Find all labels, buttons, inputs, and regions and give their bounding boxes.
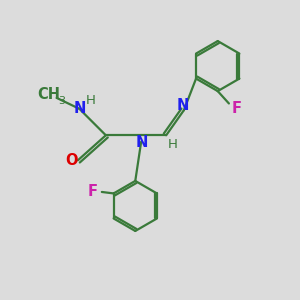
Text: O: O bbox=[66, 153, 78, 168]
Text: H: H bbox=[85, 94, 95, 107]
Text: N: N bbox=[136, 135, 148, 150]
Text: F: F bbox=[88, 184, 98, 199]
Text: N: N bbox=[176, 98, 189, 113]
Text: N: N bbox=[73, 101, 86, 116]
Text: 3: 3 bbox=[58, 96, 65, 106]
Text: CH: CH bbox=[37, 87, 60, 102]
Text: F: F bbox=[232, 101, 242, 116]
Text: H: H bbox=[168, 138, 178, 151]
